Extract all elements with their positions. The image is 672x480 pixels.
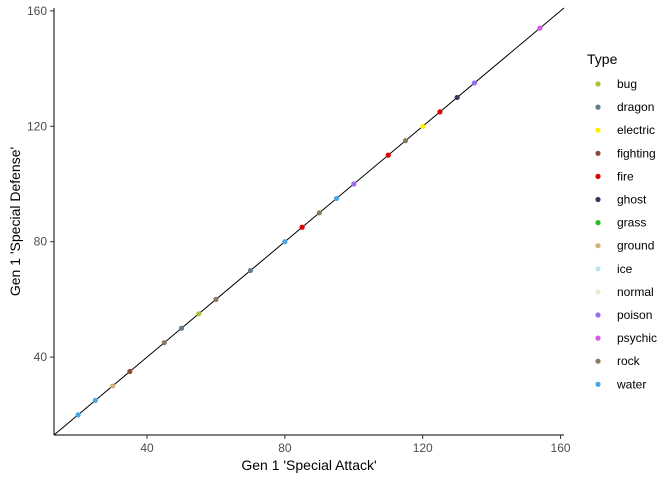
x-tick-label: 160 bbox=[551, 441, 571, 455]
legend-label-fighting: fighting bbox=[617, 146, 656, 160]
legend-key-electric bbox=[595, 127, 601, 133]
y-tick-label: 80 bbox=[34, 235, 48, 249]
legend-label-psychic: psychic bbox=[617, 331, 657, 345]
data-point-bug bbox=[196, 311, 202, 317]
legend-label-ice: ice bbox=[617, 262, 633, 276]
legend-label-rock: rock bbox=[617, 354, 641, 368]
data-point-dragon bbox=[247, 267, 254, 274]
data-point-psychic bbox=[537, 25, 543, 31]
legend-label-electric: electric bbox=[617, 123, 655, 137]
legend-key-ghost bbox=[595, 196, 601, 203]
legend-key-poison bbox=[595, 312, 601, 318]
data-point-water bbox=[75, 412, 81, 418]
data-point-rock bbox=[316, 210, 322, 216]
reference-line bbox=[53, 7, 565, 436]
legend-key-ice bbox=[595, 266, 601, 272]
y-tick-label: 40 bbox=[34, 350, 48, 364]
data-point-fire bbox=[299, 224, 305, 230]
legend-label-water: water bbox=[616, 377, 646, 391]
data-point-dragon bbox=[178, 325, 185, 331]
y-axis-title: Gen 1 'Special Defense' bbox=[7, 147, 23, 296]
legend-label-bug: bug bbox=[617, 77, 637, 91]
y-tick-label: 160 bbox=[27, 4, 47, 18]
legend-title: Type bbox=[587, 51, 618, 67]
x-tick-label: 40 bbox=[140, 441, 154, 455]
legend-label-grass: grass bbox=[617, 216, 646, 230]
x-axis-title: Gen 1 'Special Attack' bbox=[241, 457, 376, 473]
plot-area bbox=[53, 7, 565, 436]
legend-key-dragon bbox=[595, 104, 601, 110]
legend-label-poison: poison bbox=[617, 308, 652, 322]
data-point-rock bbox=[213, 296, 219, 302]
data-point-poison bbox=[351, 181, 357, 187]
legend-key-ground bbox=[595, 243, 601, 249]
legend-label-dragon: dragon bbox=[617, 100, 654, 114]
legend-key-rock bbox=[595, 358, 601, 364]
legend-key-fighting bbox=[595, 150, 601, 156]
y-tick-label: 120 bbox=[27, 119, 47, 133]
legend-key-grass bbox=[595, 220, 601, 226]
legend-key-bug bbox=[595, 81, 601, 87]
data-point-electric bbox=[420, 123, 426, 129]
x-tick-label: 80 bbox=[278, 441, 292, 455]
legend-label-fire: fire bbox=[617, 169, 634, 183]
legend-key-water bbox=[595, 381, 601, 387]
legend-label-ghost: ghost bbox=[617, 193, 647, 207]
legend-label-normal: normal bbox=[617, 285, 654, 299]
axes: 40 80 120 160 40 80 120 160 Gen 1 'Special Attac… bbox=[7, 4, 571, 473]
data-point-fighting bbox=[127, 368, 133, 375]
legend-key-fire bbox=[595, 173, 601, 179]
data-point-rock bbox=[161, 340, 167, 346]
x-tick-label: 120 bbox=[413, 441, 433, 455]
data-point-ground bbox=[109, 383, 116, 389]
legend-label-ground: ground bbox=[617, 239, 654, 253]
data-point-fire bbox=[437, 109, 443, 115]
data-point-fire bbox=[385, 152, 391, 158]
legend-key-psychic bbox=[595, 335, 601, 341]
data-point-ghost bbox=[454, 94, 460, 101]
legend-key-normal bbox=[595, 289, 601, 295]
legend: Type bug dragon electric fighting fire ghost gr… bbox=[587, 51, 657, 391]
data-point-rock bbox=[402, 138, 409, 144]
data-point-water bbox=[92, 397, 98, 403]
data-point-water bbox=[282, 239, 288, 245]
data-point-water bbox=[333, 195, 340, 202]
data-point-poison bbox=[471, 80, 478, 86]
